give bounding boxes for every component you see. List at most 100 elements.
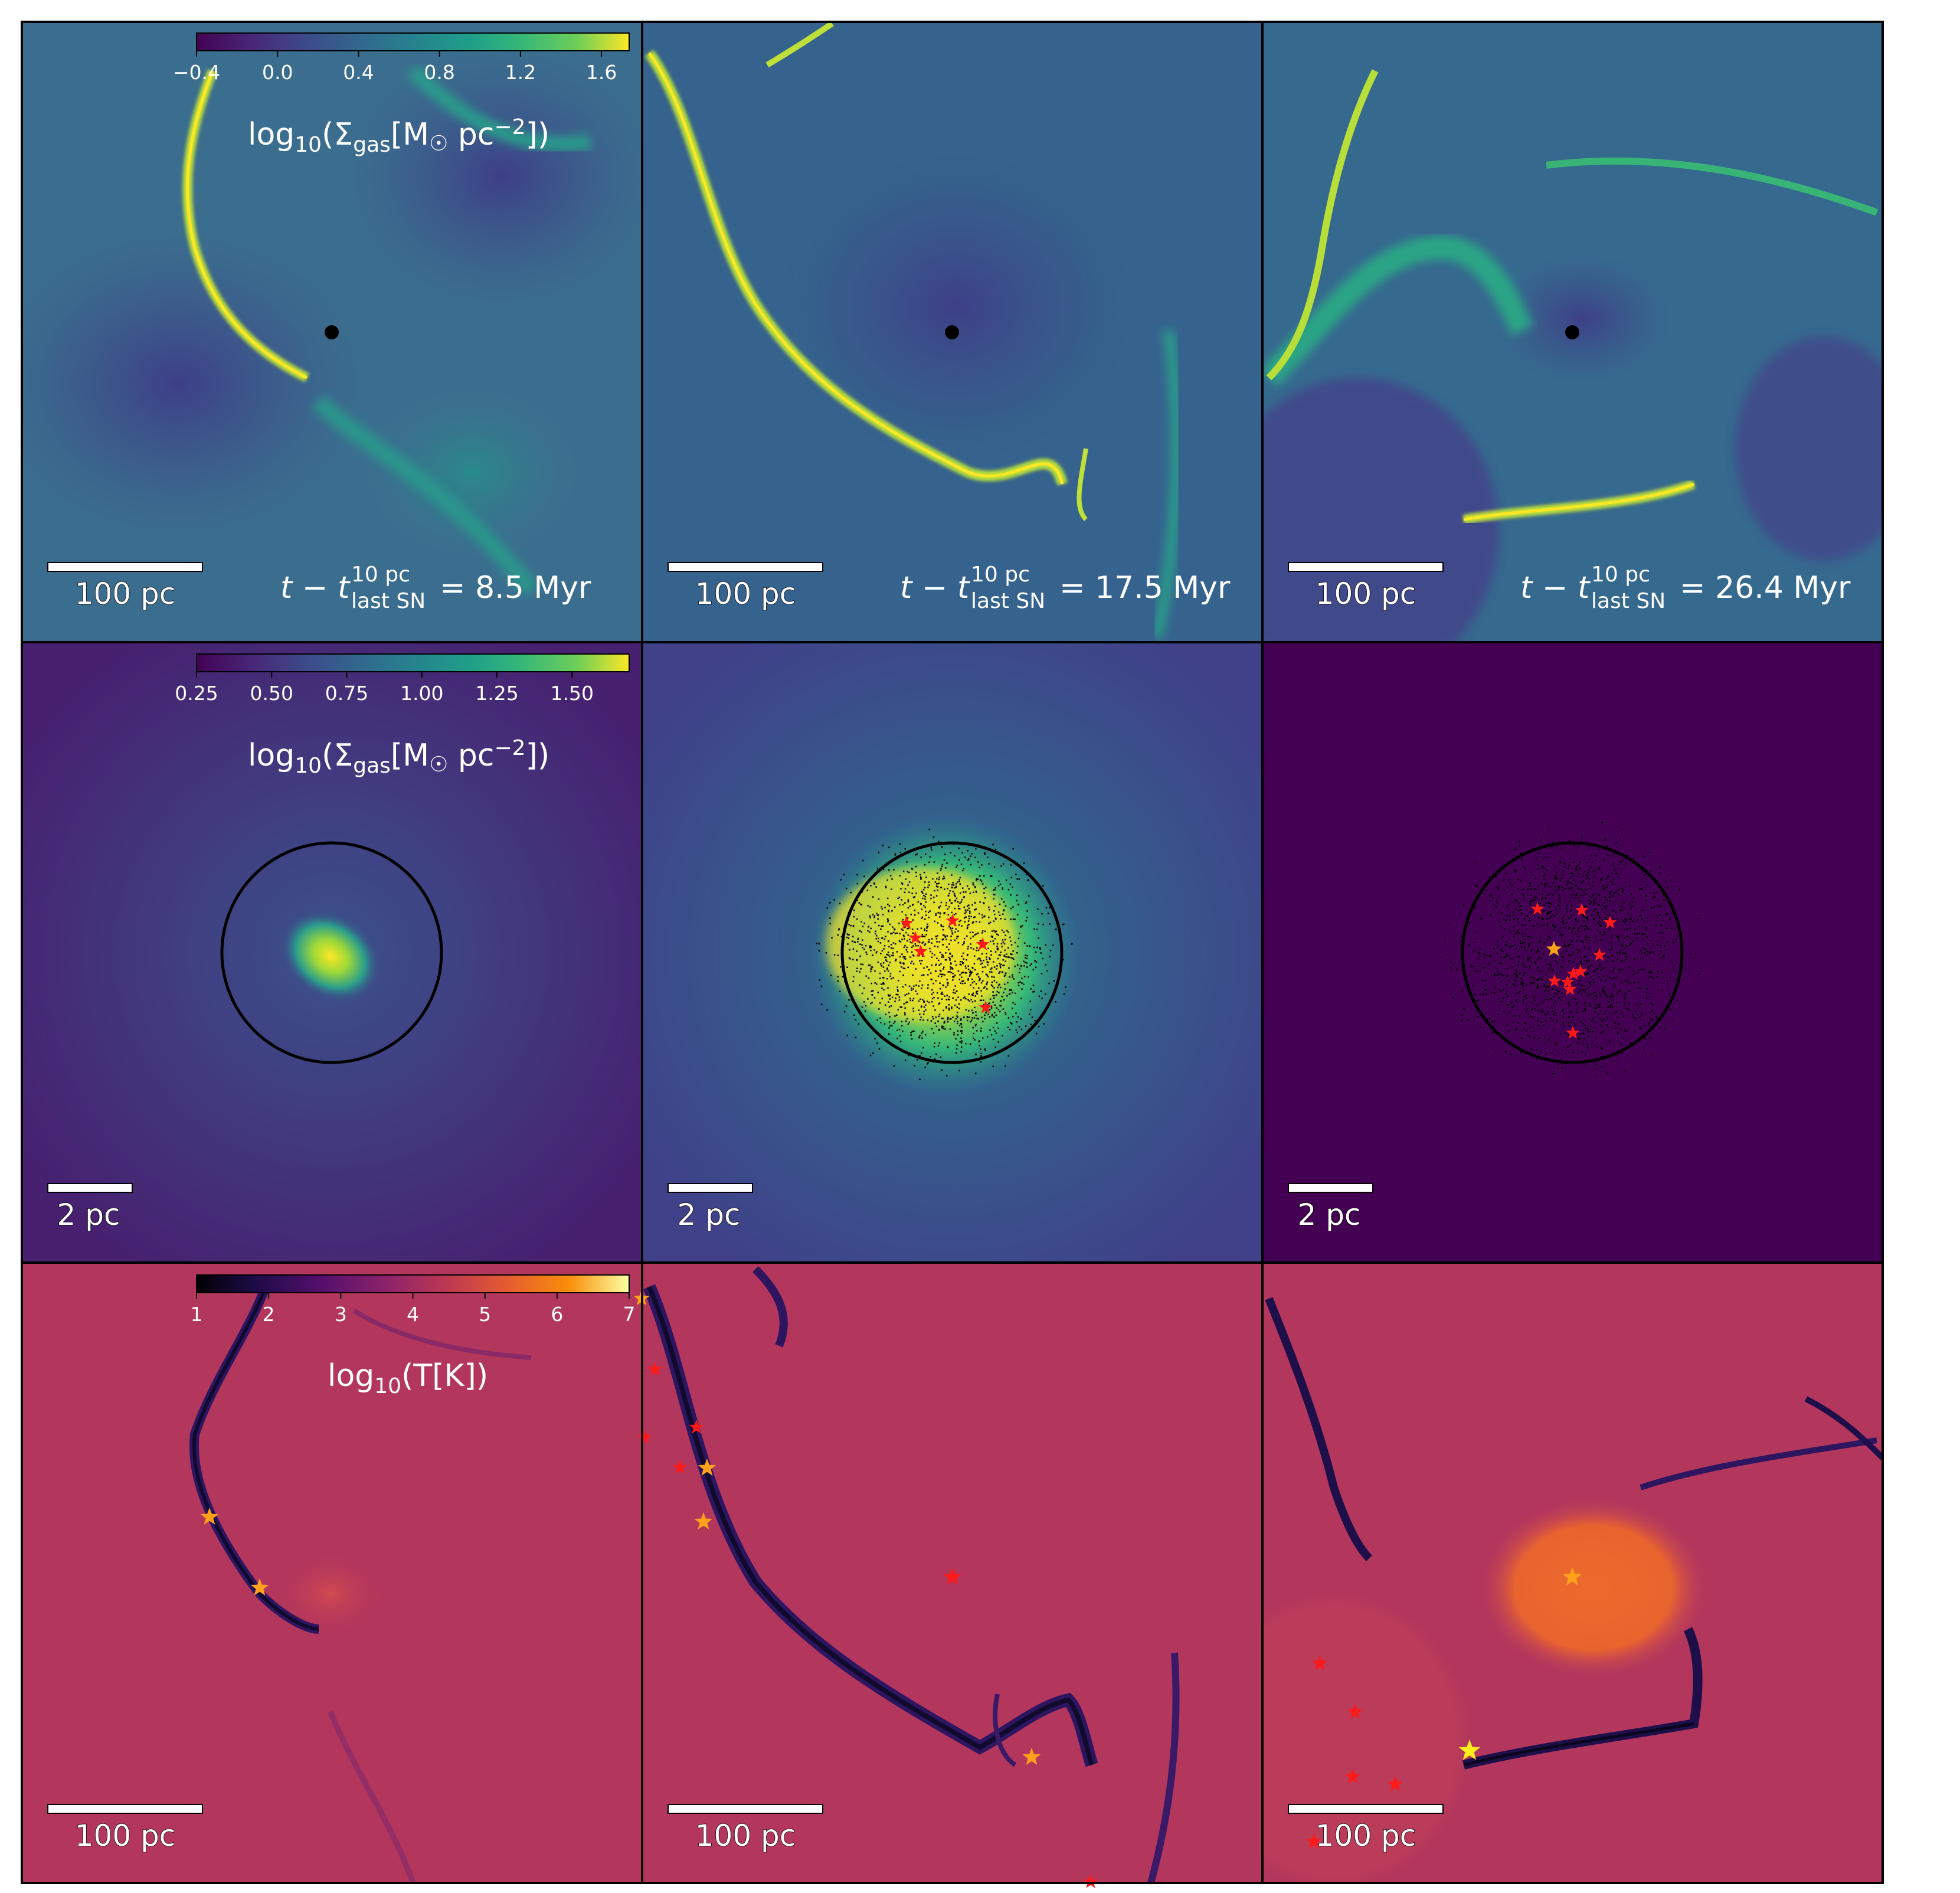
- star-marker: [672, 1460, 688, 1474]
- star-marker: [1083, 1874, 1098, 1888]
- scalebars: [47, 562, 1444, 1814]
- colorbar-tick-label: −0.4: [173, 61, 220, 84]
- colorbar-tick-label: 0.75: [325, 682, 368, 705]
- colorbar-tick-label: 1.2: [505, 61, 536, 84]
- colorbar-tick-label: 5: [479, 1303, 491, 1326]
- time-label-2: t − t 10 pc last SN = 17.5 Myr: [900, 563, 1231, 613]
- star-marker: [637, 1430, 652, 1444]
- panel-row3-col1: [22, 1263, 642, 1883]
- colorbar-row2: 0.25 0.50 0.75 1.00 1.25 1.50 log10(Σgas[M☉ p…: [175, 653, 630, 778]
- star-marker: [1311, 1655, 1328, 1670]
- star-marker: [976, 937, 990, 950]
- svg-text:last SN: last SN: [351, 589, 426, 613]
- svg-text:log10(Σgas[M☉ pc−2]): log10(Σgas[M☉ pc−2]): [248, 115, 549, 157]
- colorbar-tick-label: 7: [623, 1303, 636, 1326]
- aperture-circle: [220, 841, 443, 1064]
- star-marker: [945, 914, 960, 927]
- svg-text:10 pc: 10 pc: [971, 563, 1030, 587]
- star-marker: [1305, 1833, 1322, 1849]
- scalebar-label: 100 pc: [1316, 577, 1416, 611]
- star-marker: [1547, 974, 1562, 987]
- star-marker: [1603, 916, 1617, 928]
- svg-text:last SN: last SN: [1591, 589, 1665, 613]
- svg-text:10 pc: 10 pc: [351, 563, 410, 587]
- panel-row2-col2: [642, 642, 1262, 1263]
- time-label-3: t − t 10 pc last SN = 26.4 Myr: [1520, 563, 1851, 613]
- aperture-circle: [1461, 841, 1684, 1064]
- svg-text:t − t: t − t: [900, 570, 970, 606]
- colorbar-tick-label: 6: [551, 1303, 563, 1326]
- star-marker: [200, 1508, 219, 1525]
- star-marker: [908, 931, 922, 944]
- panel-row3-col3: [1262, 1263, 1883, 1883]
- colorbar-row1: −0.4 0.0 0.4 0.8 1.2 1.6 log10(Σgas[M☉ pc−2]): [173, 32, 630, 157]
- panel-borders: [21, 21, 1884, 1884]
- star-marker: [899, 916, 914, 929]
- colorbar-tick-label: 0.25: [175, 682, 218, 705]
- star-marker: [1563, 982, 1577, 995]
- scalebar-label: 100 pc: [75, 1819, 176, 1853]
- star-marker: [698, 1459, 716, 1476]
- scalebar-label: 2 pc: [57, 1198, 120, 1232]
- star-marker: [1566, 1026, 1580, 1039]
- panel-row2-col3: [1262, 642, 1883, 1263]
- scalebar-label: 100 pc: [695, 1819, 796, 1853]
- colorbar-tick-label: 0.0: [262, 61, 293, 84]
- star-particle-scatter: [816, 828, 1073, 1080]
- star-marker: [1560, 975, 1575, 988]
- time-label-1: t − t 10 pc last SN = 8.5 Myr: [280, 563, 591, 613]
- colorbar-tick-label: 2: [263, 1303, 275, 1326]
- svg-text:= 8.5 Myr: = 8.5 Myr: [440, 570, 591, 606]
- colorbar-tick-label: 4: [407, 1303, 419, 1326]
- svg-text:t − t: t − t: [1520, 570, 1591, 606]
- scalebar-labels: 100 pc 100 pc 100 pc 2 pc 2 pc 2 pc 100 …: [57, 576, 1416, 1853]
- scalebar-label: 100 pc: [1316, 1819, 1416, 1853]
- svg-text:last SN: last SN: [971, 589, 1045, 613]
- star-particle-scatter: [1444, 822, 1700, 1077]
- star-marker: [1592, 948, 1606, 961]
- star-marker: [694, 1512, 713, 1529]
- star-marker: [1575, 903, 1589, 916]
- star-marker: [1562, 1567, 1582, 1585]
- star-marker: [1458, 1740, 1481, 1760]
- star-marker: [1530, 902, 1545, 915]
- colorbar-tick-label: 1.00: [400, 682, 443, 705]
- star-markers: [200, 902, 1617, 1888]
- star-marker: [1573, 965, 1588, 977]
- svg-text:log10(T[K]): log10(T[K]): [328, 1358, 488, 1398]
- star-marker: [1347, 1704, 1363, 1719]
- svg-text:t − t: t − t: [280, 570, 351, 606]
- star-marker: [1387, 1776, 1403, 1791]
- colorbar-tick-label: 3: [335, 1303, 347, 1326]
- colorbar-tick-label: 1.25: [475, 682, 518, 705]
- star-marker: [1022, 1748, 1041, 1765]
- panel-row1-col3: [1262, 22, 1883, 642]
- star-marker: [914, 944, 928, 957]
- star-marker: [250, 1578, 269, 1596]
- colorbar-tick-label: 0.8: [424, 61, 454, 84]
- svg-text:= 17.5 Myr: = 17.5 Myr: [1059, 570, 1231, 606]
- colorbar-tick-label: 1.6: [586, 61, 617, 84]
- colorbar-tick-label: 0.50: [250, 682, 293, 705]
- star-marker: [979, 1001, 993, 1013]
- star-marker: [1566, 967, 1581, 980]
- svg-text:10 pc: 10 pc: [1591, 563, 1650, 587]
- star-marker: [1344, 1768, 1361, 1784]
- colorbar-tick-label: 1.50: [551, 682, 594, 705]
- colorbar-row3: 1 2 3 4 5 6 7 log10(T[K]): [191, 1274, 636, 1398]
- colorbar-tick-label: 1: [191, 1303, 203, 1326]
- panel-row1-col2: [642, 22, 1262, 642]
- panel-row1-col1: [22, 22, 642, 642]
- star-marker: [689, 1420, 704, 1434]
- svg-text:= 26.4 Myr: = 26.4 Myr: [1680, 570, 1851, 606]
- scalebar-label: 100 pc: [75, 577, 176, 611]
- star-marker: [647, 1362, 663, 1376]
- panel-row2-col1: [22, 642, 642, 1263]
- scalebar-label: 2 pc: [678, 1198, 741, 1232]
- colorbar-tick-label: 0.4: [343, 61, 374, 84]
- svg-text:log10(Σgas[M☉ pc−2]): log10(Σgas[M☉ pc−2]): [248, 736, 549, 778]
- aperture-circle: [840, 841, 1064, 1064]
- star-marker: [943, 1568, 962, 1585]
- scalebar-label: 2 pc: [1298, 1198, 1361, 1232]
